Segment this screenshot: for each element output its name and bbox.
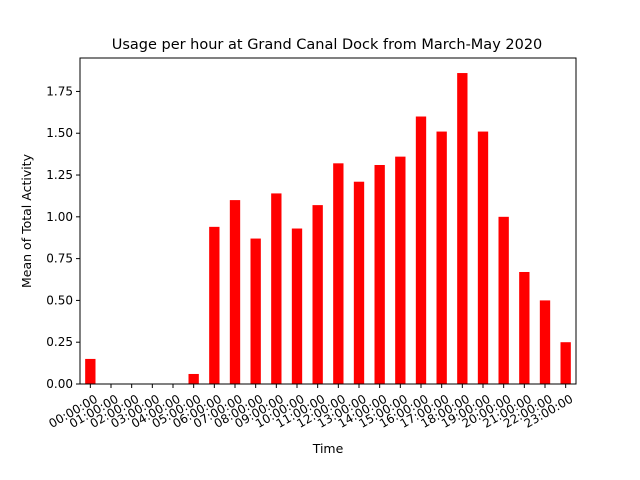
bar-18 <box>457 73 468 385</box>
bar-0 <box>85 358 96 384</box>
bar-22 <box>539 300 551 384</box>
y-tick-label-4: 1.00 <box>46 210 73 224</box>
y-tick-label-3: 0.75 <box>46 252 73 266</box>
y-axis: 0.00 0.25 0.50 0.75 1.00 1.25 1.50 1.75 <box>46 84 80 391</box>
bar-17 <box>436 131 447 384</box>
y-axis-label: Mean of Total Activity <box>19 153 34 288</box>
bar-19 <box>477 131 489 384</box>
x-axis-label: Time <box>312 441 344 456</box>
bar-9 <box>271 193 282 384</box>
chart-title: Usage per hour at Grand Canal Dock from … <box>112 37 543 53</box>
plot-frame <box>79 57 577 385</box>
y-tick-label-5: 1.25 <box>46 168 73 182</box>
bar-16 <box>415 116 427 384</box>
bar-21 <box>519 271 530 384</box>
bar-23 <box>560 342 571 384</box>
y-tick-label-2: 0.50 <box>46 293 73 307</box>
bar-20 <box>498 216 509 384</box>
y-tick-label-0: 0.00 <box>46 377 73 391</box>
bar-6 <box>209 226 220 384</box>
bars-group <box>85 73 571 385</box>
bar-5 <box>188 373 199 384</box>
y-tick-label-6: 1.50 <box>46 126 73 140</box>
bar-10 <box>291 228 303 384</box>
bar-8 <box>250 238 261 384</box>
y-tick-label-7: 1.75 <box>46 84 73 98</box>
bar-13 <box>353 181 365 384</box>
x-axis: 00:00:0001:00:0002:00:0003:00:0004:00:00… <box>46 384 575 431</box>
bar-14 <box>374 164 385 384</box>
bar-15 <box>395 156 406 384</box>
bar-12 <box>333 163 344 384</box>
bar-11 <box>312 205 323 384</box>
y-tick-label-1: 0.25 <box>46 335 73 349</box>
bar-7 <box>229 200 241 384</box>
